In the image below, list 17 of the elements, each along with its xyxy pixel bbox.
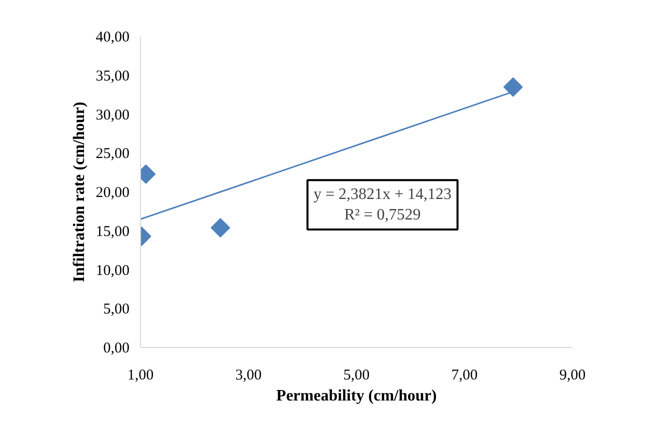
y-tick-label: 15,00 [96, 224, 130, 240]
x-tick-label: 7,00 [451, 368, 478, 384]
y-tick-label: 40,00 [96, 30, 130, 46]
y-axis-title: Infiltration rate (cm/hour) [70, 102, 88, 282]
y-tick-label: 25,00 [96, 146, 130, 162]
annotation: y = 2,3821x + 14,123 R² = 0,7529 [313, 186, 452, 224]
x-tick-label: 1,00 [127, 368, 154, 384]
x-axis-title: Permeability (cm/hour) [276, 388, 437, 404]
y-tick-label: 30,00 [96, 107, 130, 124]
y-tick-label: 0,00 [103, 340, 130, 356]
y-tick-label: 35,00 [96, 68, 130, 84]
y-tick-label: 20,00 [96, 185, 130, 201]
x-tick-label: 9,00 [559, 368, 586, 384]
y-tick-label: 10,00 [96, 262, 130, 279]
x-tick-label: 3,00 [235, 368, 262, 384]
y-tick-label: 5,00 [103, 302, 130, 318]
x-tick-label: 5,00 [343, 368, 370, 384]
